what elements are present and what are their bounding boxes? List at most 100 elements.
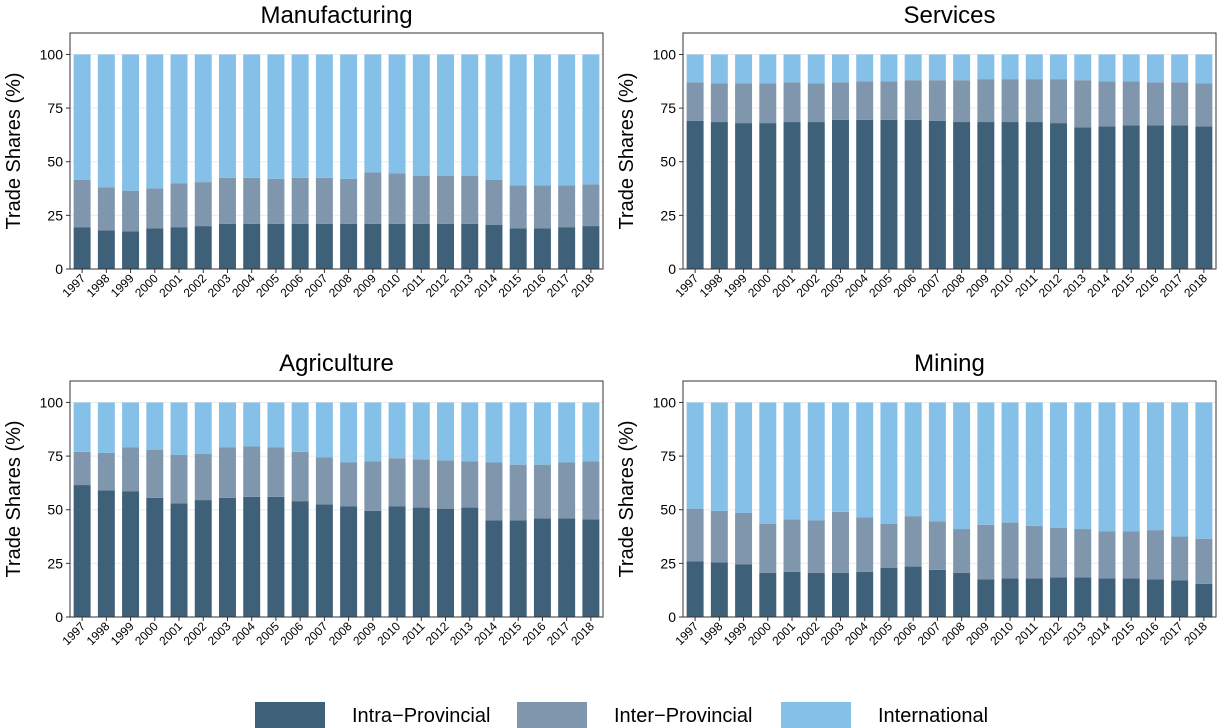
bar-segment <box>953 402 971 530</box>
bar-segment <box>558 54 576 186</box>
bar-segment <box>122 190 140 232</box>
bar-segment <box>1001 402 1019 523</box>
x-tick-label: 2012 <box>1036 271 1065 300</box>
x-tick-label: 2017 <box>544 271 573 300</box>
x-tick-label: 2003 <box>205 619 234 648</box>
bar-segment <box>880 119 898 270</box>
x-tick-label: 2002 <box>794 619 823 648</box>
bar-segment <box>880 402 898 524</box>
x-tick-label: 2006 <box>890 619 919 648</box>
bar-segment <box>710 510 728 563</box>
bar-segment <box>1074 80 1092 128</box>
bar-segment <box>194 226 212 269</box>
bar-segment <box>1122 578 1140 617</box>
bar-segment <box>558 402 576 463</box>
bar-segment <box>412 223 430 269</box>
bar-segment <box>122 54 140 191</box>
bar-segment <box>686 402 704 509</box>
y-tick-label: 50 <box>660 154 676 170</box>
x-tick-label: 2002 <box>181 619 210 648</box>
bar-segment <box>807 402 825 521</box>
bar-segment <box>97 187 115 231</box>
bar-segment <box>73 54 91 180</box>
bar-segment <box>194 182 212 227</box>
bar-segment <box>1195 54 1213 84</box>
bar-segment <box>533 228 551 269</box>
bar-segment <box>437 402 455 461</box>
bar-segment <box>953 529 971 574</box>
x-tick-label: 2014 <box>1084 271 1113 300</box>
bar-segment <box>1146 125 1164 269</box>
bar-segment <box>291 223 309 269</box>
x-tick-label: 2014 <box>471 271 500 300</box>
x-tick-label: 2002 <box>794 271 823 300</box>
bar-segment <box>243 446 261 497</box>
bar-segment <box>831 119 849 270</box>
x-tick-label: 2010 <box>987 619 1016 648</box>
bar-segment <box>904 119 922 270</box>
bar-segment <box>97 452 115 491</box>
bar-segment <box>1074 402 1092 530</box>
bar-segment <box>412 507 430 617</box>
bar-segment <box>461 223 479 269</box>
bar-segment <box>928 54 946 81</box>
y-tick-label: 25 <box>47 555 63 571</box>
bar-segment <box>735 564 753 617</box>
x-tick-label: 2006 <box>277 271 306 300</box>
bar-segment <box>388 402 406 459</box>
x-tick-label: 2010 <box>987 271 1016 300</box>
y-tick-label: 100 <box>653 46 677 62</box>
bar-segment <box>1074 127 1092 270</box>
x-tick-label: 2018 <box>1181 271 1210 300</box>
bar-segment <box>267 447 285 497</box>
x-tick-label: 2007 <box>915 271 944 300</box>
x-tick-label: 2014 <box>471 619 500 648</box>
x-tick-label: 2010 <box>374 619 403 648</box>
bar-segment <box>1025 54 1043 80</box>
bar-segment <box>686 82 704 121</box>
bar-segment <box>170 402 188 456</box>
bar-segment <box>364 54 382 173</box>
x-tick-label: 2016 <box>520 619 549 648</box>
bar-segment <box>977 402 995 525</box>
bar-segment <box>97 402 115 453</box>
bar-segment <box>710 562 728 617</box>
bar-segment <box>1050 54 1068 80</box>
x-tick-label: 2000 <box>745 619 774 648</box>
bar-segment <box>686 120 704 269</box>
y-tick-label: 75 <box>47 100 63 116</box>
plot-border <box>682 32 1217 270</box>
bar-segment <box>1122 54 1140 82</box>
bar-segment <box>710 402 728 511</box>
bar-segment <box>831 511 849 574</box>
bar-segment <box>340 54 358 179</box>
bar-segment <box>315 54 333 178</box>
bar-segment <box>831 82 849 120</box>
bar-segment <box>218 54 236 178</box>
bar-segment <box>146 402 164 450</box>
bar-segment <box>485 462 503 521</box>
bar-segment <box>437 508 455 617</box>
bar-segment <box>194 500 212 617</box>
bar-segment <box>953 122 971 269</box>
x-tick-label: 1999 <box>108 619 137 648</box>
bar-segment <box>1171 580 1189 617</box>
bar-segment <box>291 501 309 617</box>
bar-segment <box>97 54 115 188</box>
chart-title: Agriculture <box>279 350 394 377</box>
chart-title: Manufacturing <box>260 2 412 29</box>
x-tick-label: 1999 <box>721 271 750 300</box>
bar-segment <box>807 573 825 617</box>
bar-segment <box>558 227 576 269</box>
x-tick-label: 2015 <box>1109 619 1138 648</box>
x-tick-label: 2012 <box>1036 619 1065 648</box>
bar-segment <box>364 223 382 269</box>
bar-segment <box>783 82 801 123</box>
bar-segment <box>315 457 333 505</box>
bar-segment <box>437 54 455 176</box>
bar-segment <box>291 177 309 224</box>
bar-segment <box>218 177 236 224</box>
bar-segment <box>243 54 261 178</box>
bar-segment <box>461 461 479 508</box>
y-axis-label: Trade Shares (%) <box>3 420 25 577</box>
